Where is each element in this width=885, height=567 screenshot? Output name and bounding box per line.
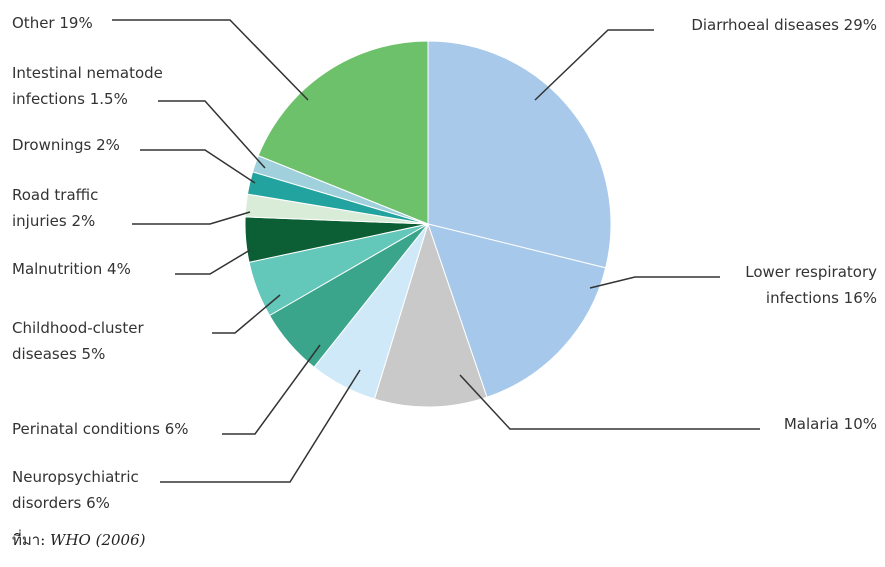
slice-label-10: Intestinal nematode infections 1.5%	[12, 64, 163, 108]
leader-line-5	[222, 344, 321, 435]
leader-line-1	[534, 29, 654, 101]
source-text: WHO (2006)	[50, 531, 146, 549]
leader-line-11	[112, 19, 309, 101]
slice-label-6: Childhood-cluster diseases 5%	[12, 319, 144, 363]
pie-slices	[244, 40, 612, 408]
leader-line-2	[589, 276, 720, 289]
leader-line-6	[212, 294, 281, 334]
slice-label-2: Lower respiratory infections 16%	[745, 263, 877, 307]
slice-label-8: Road traffic injuries 2%	[12, 186, 98, 230]
source-note: ที่มา: WHO (2006)	[12, 528, 146, 552]
leader-line-10	[158, 100, 266, 169]
leader-line-3	[459, 374, 760, 430]
slice-label-3: Malaria 10%	[784, 415, 877, 433]
leader-line-4	[160, 369, 361, 483]
pie-slice-1	[427, 40, 612, 269]
slice-label-1: Diarrhoeal diseases 29%	[691, 16, 877, 34]
leader-lines	[112, 19, 760, 483]
slice-label-5: Perinatal conditions 6%	[12, 420, 189, 438]
leader-line-7	[175, 249, 251, 275]
leader-line-9	[140, 149, 256, 184]
pie-slice-11	[257, 40, 429, 225]
leader-line-8	[132, 211, 251, 225]
slice-label-4: Neuropsychiatric disorders 6%	[12, 468, 139, 512]
slice-label-7: Malnutrition 4%	[12, 260, 131, 278]
source-label: ที่มา:	[12, 531, 46, 549]
slice-labels: Diarrhoeal diseases 29% Lower respiratory…	[12, 14, 877, 512]
slice-label-11: Other 19%	[12, 14, 93, 32]
slice-label-9: Drownings 2%	[12, 136, 120, 154]
